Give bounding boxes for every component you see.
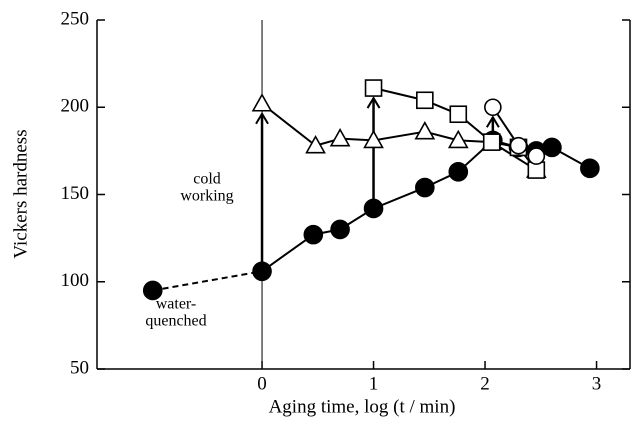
point	[330, 219, 350, 240]
point	[448, 162, 469, 182]
y-tick-label: 50	[70, 357, 89, 378]
x-tick-label: 1	[369, 373, 379, 394]
x-tick-label: 3	[592, 373, 602, 394]
point	[484, 98, 502, 117]
arrow-head	[485, 115, 500, 128]
point	[414, 121, 436, 140]
y-axis-label: Vickers hardness	[10, 129, 31, 258]
point	[329, 128, 351, 147]
point	[252, 261, 272, 282]
series-line	[261, 233, 314, 273]
point	[542, 137, 562, 158]
point	[363, 129, 384, 149]
point	[482, 133, 501, 151]
x-axis-label: Aging time, log (t / min)	[269, 396, 456, 417]
annotation: quenched	[145, 313, 206, 330]
point	[415, 177, 435, 198]
series-line	[152, 270, 263, 292]
annotation: cold	[193, 171, 221, 188]
point	[447, 129, 469, 149]
point	[580, 158, 600, 179]
series-line	[373, 130, 425, 142]
point	[303, 224, 324, 245]
point	[416, 91, 434, 110]
point	[449, 105, 468, 124]
point	[363, 198, 384, 219]
y-tick-label: 250	[61, 8, 90, 29]
point	[509, 136, 528, 155]
point	[251, 93, 273, 112]
x-tick-label: 0	[257, 373, 267, 394]
arrow-head	[366, 96, 381, 109]
point	[364, 79, 383, 97]
point	[142, 280, 163, 301]
y-tick-label: 100	[61, 270, 90, 291]
x-tick-label: 2	[480, 373, 490, 394]
y-tick-label: 200	[61, 96, 90, 117]
annotation: water-	[156, 296, 197, 313]
y-tick-label: 150	[61, 183, 90, 204]
arrow-head	[255, 111, 269, 125]
point	[305, 135, 326, 154]
annotation: working	[180, 188, 233, 205]
point	[527, 147, 546, 165]
